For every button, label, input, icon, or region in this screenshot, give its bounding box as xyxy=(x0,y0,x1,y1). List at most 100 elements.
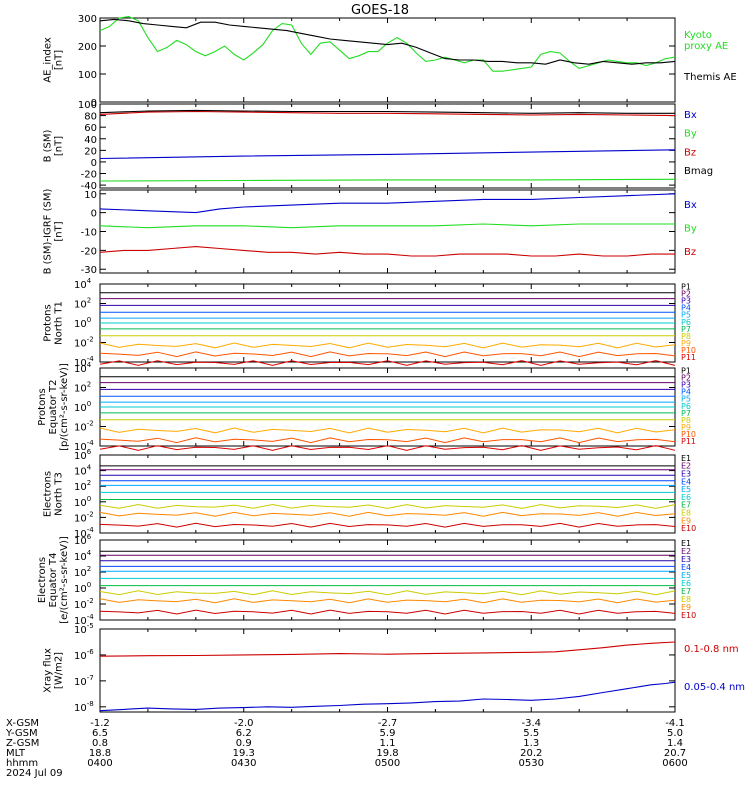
series-line xyxy=(99,109,675,114)
legend-entry: P1 xyxy=(681,366,691,375)
y-tick-label: 104 xyxy=(74,464,92,478)
legend-entry: P10 xyxy=(681,346,696,355)
legend-entry: E2 xyxy=(681,547,691,556)
legend-entry: E7 xyxy=(681,587,691,596)
ephemeris-value: 1.3 xyxy=(523,738,539,749)
ephemeris-value: 20.7 xyxy=(664,748,686,759)
ephemeris-value: 0.9 xyxy=(236,738,252,749)
panel-frame xyxy=(99,189,676,274)
legend-entry: E1 xyxy=(681,539,691,548)
ephemeris-label: MLT xyxy=(6,748,26,759)
ephemeris-label: X-GSM xyxy=(6,718,39,729)
y-label-line: Protons xyxy=(43,304,54,341)
legend-entry: Themis AE xyxy=(683,72,737,83)
series-line xyxy=(99,16,676,72)
channel-line xyxy=(99,437,676,444)
panel-frame xyxy=(99,628,676,713)
legend-entry: P10 xyxy=(681,430,696,439)
panel-frame xyxy=(99,539,676,621)
legend-entry: P7 xyxy=(681,325,691,334)
legend-entry: Bz xyxy=(684,147,696,158)
y-tick-label: 104 xyxy=(74,277,92,291)
y-tick-label: 102 xyxy=(74,381,91,395)
legend-entry: Bz xyxy=(684,247,696,258)
legend-entry: E6 xyxy=(681,579,691,588)
series-line xyxy=(99,110,676,117)
legend-entry: P6 xyxy=(681,318,691,327)
y-tick-label: -10 xyxy=(81,228,97,239)
ephemeris-value: -2.0 xyxy=(234,718,254,729)
y-tick-label: 104 xyxy=(74,361,92,375)
legend-entry: P8 xyxy=(681,332,691,341)
y-tick-label: 100 xyxy=(74,400,91,414)
legend-entry: E4 xyxy=(681,477,691,486)
legend-entry: 0.05-0.4 nm xyxy=(684,682,745,693)
channel-line xyxy=(99,445,676,451)
ephemeris-value: 0600 xyxy=(662,758,687,769)
series-line xyxy=(99,641,676,657)
ephemeris-label: 2024 Jul 09 xyxy=(6,768,63,779)
legend-entry: P11 xyxy=(681,353,696,362)
legend-entry: E9 xyxy=(681,603,691,612)
panel-e_t4: Electrons Equator T4 [e/(cm²-s-sr-keV)] 10-… xyxy=(37,533,696,627)
ephemeris-value: 19.3 xyxy=(233,748,255,759)
legend-entry: E5 xyxy=(681,485,691,494)
y-label-line: Equator T2 xyxy=(48,380,59,435)
legend-entry: proxy AE xyxy=(684,41,728,52)
legend-entry: E9 xyxy=(681,516,691,525)
legend-entry: Bx xyxy=(684,200,697,211)
y-tick-label: 100 xyxy=(74,581,91,595)
y-tick-label: 40 xyxy=(84,135,97,146)
legend-entry: P4 xyxy=(681,304,691,313)
ephemeris-value: -3.4 xyxy=(521,718,541,729)
channel-line xyxy=(99,360,676,366)
ephemeris-value: 1.4 xyxy=(667,738,683,749)
legend-entry: P7 xyxy=(681,409,691,418)
legend-entry: P5 xyxy=(681,395,691,404)
legend-entry: E10 xyxy=(681,524,696,533)
legend-entry: By xyxy=(684,224,697,235)
channel-line xyxy=(99,590,676,596)
ephemeris-value: 6.5 xyxy=(92,728,108,739)
ephemeris-value: -2.7 xyxy=(378,718,398,729)
legend-entry: P4 xyxy=(681,388,691,397)
y-label-line: B (SM) xyxy=(43,129,54,162)
y-label-line: North T3 xyxy=(54,472,65,516)
y-tick-label: 10-8 xyxy=(74,700,94,714)
legend-entry: P5 xyxy=(681,311,691,320)
ephemeris-value: 5.0 xyxy=(667,728,683,739)
ephemeris-value: -1.2 xyxy=(90,718,110,729)
panel-p_t1: Protons North T110-410-2100102104P1P2P3P4… xyxy=(43,277,697,369)
y-tick-label: 10-5 xyxy=(74,622,94,636)
legend-entry: E8 xyxy=(681,508,691,517)
y-axis-label: B (SM)-IGRF (SM) [nT] xyxy=(43,189,65,275)
ephemeris-value: 6.2 xyxy=(236,728,252,739)
y-label-line: [nT] xyxy=(54,136,65,156)
legend-entry: By xyxy=(684,129,697,140)
ephemeris-label: hhmm xyxy=(6,758,38,769)
y-label-line: Electrons xyxy=(37,557,48,603)
y-tick-label: 0 xyxy=(91,158,97,169)
legend-entry: Bmag xyxy=(684,166,713,177)
y-tick-label: -20 xyxy=(81,246,97,257)
y-tick-label: 10-2 xyxy=(74,510,94,524)
ephemeris-value: -4.1 xyxy=(665,718,685,729)
legend-entry: P2 xyxy=(681,289,691,298)
y-label-line: [e/(cm²-s-sr-keV)] xyxy=(59,536,70,624)
y-label-line: Protons xyxy=(37,388,48,425)
ephemeris-value: 0530 xyxy=(519,758,544,769)
legend-entry: E2 xyxy=(681,462,691,471)
legend-entry: P9 xyxy=(681,339,691,348)
channel-line xyxy=(99,522,676,528)
y-tick-label: 60 xyxy=(84,123,97,134)
y-label-line: [nT] xyxy=(54,221,65,241)
ephemeris-label: Z-GSM xyxy=(6,738,39,749)
y-tick-label: 102 xyxy=(74,297,91,311)
y-axis-label: B (SM) [nT] xyxy=(43,129,65,162)
ephemeris-value: 0.8 xyxy=(92,738,108,749)
panel-frame xyxy=(99,17,676,103)
